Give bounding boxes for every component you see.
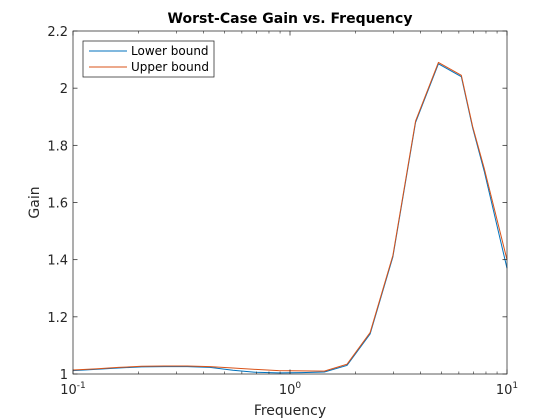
y-axis-label: Gain	[27, 186, 43, 218]
chart-title: Worst-Case Gain vs. Frequency	[168, 11, 413, 27]
series-line-lower-bound	[72, 63, 508, 374]
y-tick-label: 1.4	[47, 254, 68, 269]
series-layer	[72, 61, 508, 374]
y-tick-label: 1.8	[47, 139, 68, 154]
x-axis-label: Frequency	[254, 403, 326, 419]
y-tick-label: 2.2	[47, 25, 68, 40]
series-line-upper-bound	[72, 61, 508, 372]
legend: Lower bound Upper bound	[82, 40, 215, 78]
plot-area	[73, 31, 507, 374]
legend-label-lower-bound: Lower bound	[131, 44, 209, 58]
y-tick-label: 2	[60, 82, 68, 97]
y-tick-label: 1.6	[47, 197, 68, 212]
legend-label-upper-bound: Upper bound	[131, 60, 209, 74]
y-tick-label: 1.2	[47, 311, 68, 326]
y-tick-label: 1	[60, 368, 68, 383]
legend-box	[82, 40, 215, 78]
